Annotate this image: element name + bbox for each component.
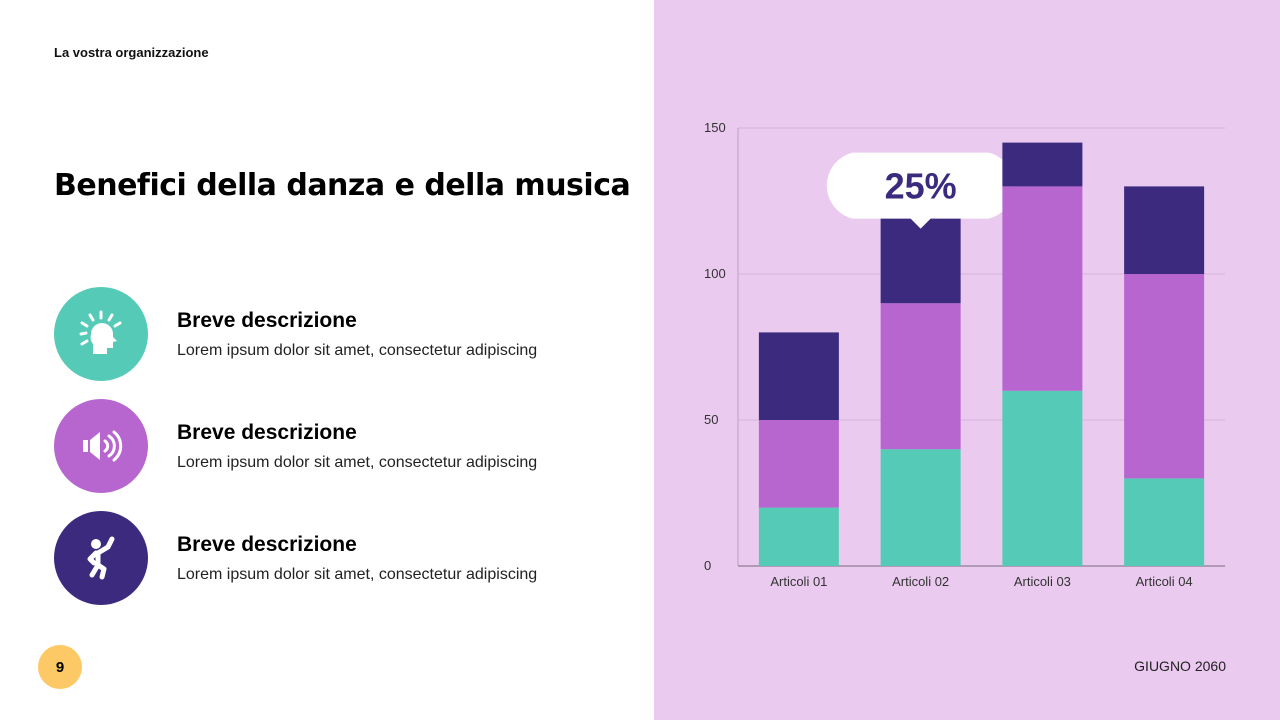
- item-description: Lorem ipsum dolor sit amet, consectetur …: [177, 566, 538, 583]
- x-tick-label: Articoli 02: [892, 574, 949, 589]
- chart-panel: 0 50 100 150 Articoli 01 Articoli 02 25% Artico…: [654, 0, 1280, 720]
- bar-segment: [1002, 142, 1083, 187]
- bar-segment: [1124, 274, 1205, 479]
- x-tick-label: Articoli 01: [770, 574, 827, 589]
- head-lightbulb-icon: [54, 287, 148, 381]
- item-description: Lorem ipsum dolor sit amet, consectetur …: [177, 342, 538, 359]
- bar-segment: [880, 449, 961, 566]
- bar-segment: [758, 507, 839, 566]
- bar-segment: [1124, 186, 1205, 274]
- page-number: 9: [38, 645, 82, 689]
- list-item: Breve descrizione Lorem ipsum dolor sit …: [54, 511, 614, 605]
- page-title: Benefici della danza e della musica: [54, 168, 631, 203]
- bar-segment: [880, 215, 961, 304]
- y-tick-label: 50: [704, 412, 718, 427]
- date-label: GIUGNO 2060: [1134, 658, 1226, 674]
- bar-segment: [758, 332, 839, 420]
- item-heading: Breve descrizione: [177, 421, 357, 444]
- item-heading: Breve descrizione: [177, 533, 357, 556]
- x-tick-label: Articoli 03: [1014, 574, 1071, 589]
- bar-segment: [880, 303, 961, 450]
- callout-bubble: [826, 152, 1015, 229]
- bar-segment: [1002, 390, 1083, 566]
- left-panel: La vostra organizzazione Benefici della …: [38, 45, 631, 689]
- stacked-bar-chart: 0 50 100 150 Articoli 01 Articoli 02 25% Artico…: [704, 120, 1225, 589]
- y-tick-label: 150: [704, 120, 726, 135]
- x-tick-label: Articoli 04: [1136, 574, 1193, 589]
- callout-label: 25%: [885, 166, 957, 207]
- list-item: Breve descrizione Lorem ipsum dolor sit …: [54, 287, 614, 381]
- item-description: Lorem ipsum dolor sit amet, consectetur …: [177, 454, 538, 471]
- speaker-icon: [54, 399, 148, 493]
- dancer-icon: [54, 511, 148, 605]
- y-tick-label: 100: [704, 266, 726, 281]
- bar-segment: [1002, 186, 1083, 391]
- organization-name: La vostra organizzazione: [54, 45, 209, 60]
- y-tick-label: 0: [704, 558, 711, 573]
- item-heading: Breve descrizione: [177, 309, 357, 332]
- bar-segment: [758, 420, 839, 508]
- bar-segment: [1124, 478, 1205, 566]
- list-item: Breve descrizione Lorem ipsum dolor sit …: [54, 399, 614, 493]
